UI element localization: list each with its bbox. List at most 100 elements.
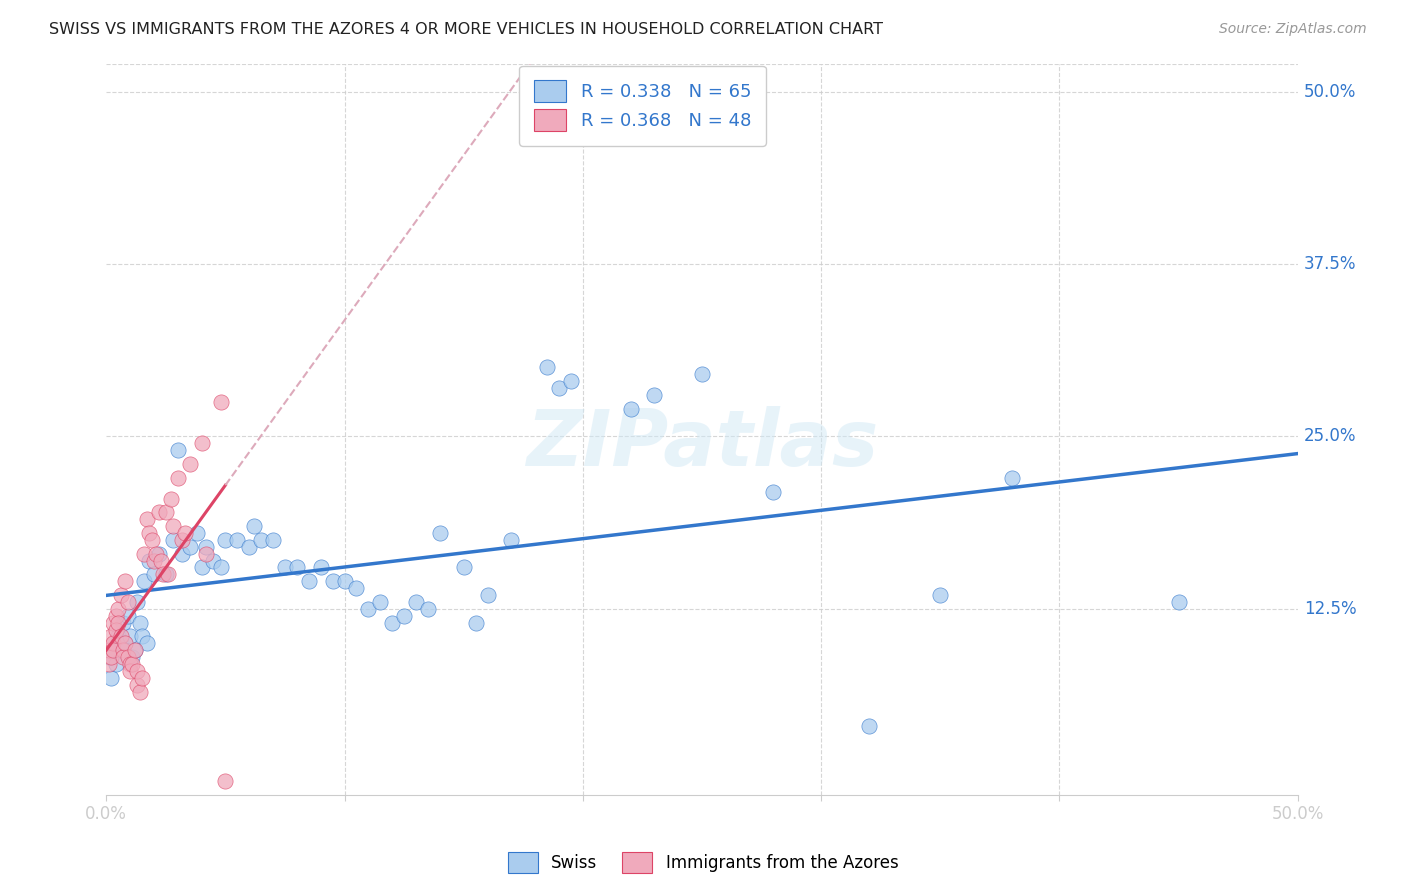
Point <box>209 395 232 409</box>
Point <box>120 664 142 678</box>
Point <box>141 533 163 547</box>
Point <box>464 615 486 630</box>
Point <box>238 540 260 554</box>
Point <box>117 608 139 623</box>
Text: 12.5%: 12.5% <box>1303 599 1357 618</box>
Point <box>166 471 188 485</box>
Point <box>111 643 134 657</box>
Point <box>138 526 160 541</box>
Point <box>114 636 136 650</box>
Point <box>127 595 149 609</box>
Point <box>214 774 236 789</box>
Point <box>477 588 499 602</box>
Text: Source: ZipAtlas.com: Source: ZipAtlas.com <box>1219 22 1367 37</box>
Point <box>690 368 713 382</box>
Point <box>929 588 952 602</box>
Point <box>142 567 165 582</box>
Point <box>298 574 321 589</box>
Point <box>405 595 427 609</box>
Point <box>357 602 380 616</box>
Point <box>124 643 146 657</box>
Point <box>195 540 218 554</box>
Point <box>243 519 266 533</box>
Point <box>322 574 344 589</box>
Point <box>453 560 475 574</box>
Point <box>117 650 139 665</box>
Point <box>111 650 134 665</box>
Point <box>162 519 184 533</box>
Point <box>162 533 184 547</box>
Point <box>262 533 284 547</box>
Point <box>179 540 201 554</box>
Point <box>127 678 149 692</box>
Point <box>100 671 122 685</box>
Point <box>103 636 125 650</box>
Point <box>560 374 582 388</box>
Point <box>643 388 665 402</box>
Text: ZIPatlas: ZIPatlas <box>526 406 879 483</box>
Point <box>120 630 142 644</box>
Point <box>346 581 368 595</box>
Point <box>127 664 149 678</box>
Point <box>104 657 127 671</box>
Text: 25.0%: 25.0% <box>1303 427 1357 445</box>
Point <box>214 533 236 547</box>
Point <box>110 588 132 602</box>
Point <box>368 595 391 609</box>
Point <box>148 547 170 561</box>
Point <box>120 657 142 671</box>
Point <box>97 657 120 671</box>
Point <box>172 547 194 561</box>
Point <box>159 491 181 506</box>
Point <box>274 560 297 574</box>
Point <box>114 636 136 650</box>
Point <box>131 630 153 644</box>
Text: SWISS VS IMMIGRANTS FROM THE AZORES 4 OR MORE VEHICLES IN HOUSEHOLD CORRELATION : SWISS VS IMMIGRANTS FROM THE AZORES 4 OR… <box>49 22 883 37</box>
Point <box>134 574 156 589</box>
Point <box>107 602 129 616</box>
Point <box>107 615 129 630</box>
Point <box>121 650 143 665</box>
Point <box>179 457 201 471</box>
Point <box>172 533 194 547</box>
Point <box>131 671 153 685</box>
Point <box>309 560 332 574</box>
Point <box>97 650 120 665</box>
Point <box>202 553 225 567</box>
Point <box>762 484 785 499</box>
Point <box>548 381 571 395</box>
Point <box>135 636 157 650</box>
Point <box>110 636 132 650</box>
Point <box>104 608 127 623</box>
Point <box>145 547 167 561</box>
Point <box>152 567 174 582</box>
Point <box>173 526 195 541</box>
Point <box>536 360 558 375</box>
Point <box>121 657 143 671</box>
Point <box>142 553 165 567</box>
Point <box>155 567 177 582</box>
Text: 50.0%: 50.0% <box>1303 83 1357 101</box>
Point <box>135 512 157 526</box>
Point <box>190 560 212 574</box>
Point <box>226 533 249 547</box>
Point <box>381 615 404 630</box>
Point <box>117 595 139 609</box>
Point <box>128 615 150 630</box>
Point <box>501 533 523 547</box>
Point <box>619 401 641 416</box>
Point <box>100 650 122 665</box>
Point <box>392 608 415 623</box>
Point <box>111 615 134 630</box>
Point <box>416 602 439 616</box>
Point <box>155 505 177 519</box>
Legend: Swiss, Immigrants from the Azores: Swiss, Immigrants from the Azores <box>501 846 905 880</box>
Point <box>186 526 208 541</box>
Point <box>1001 471 1024 485</box>
Point <box>107 630 129 644</box>
Point <box>195 547 218 561</box>
Point <box>166 443 188 458</box>
Point <box>858 719 880 733</box>
Point <box>103 615 125 630</box>
Point <box>114 574 136 589</box>
